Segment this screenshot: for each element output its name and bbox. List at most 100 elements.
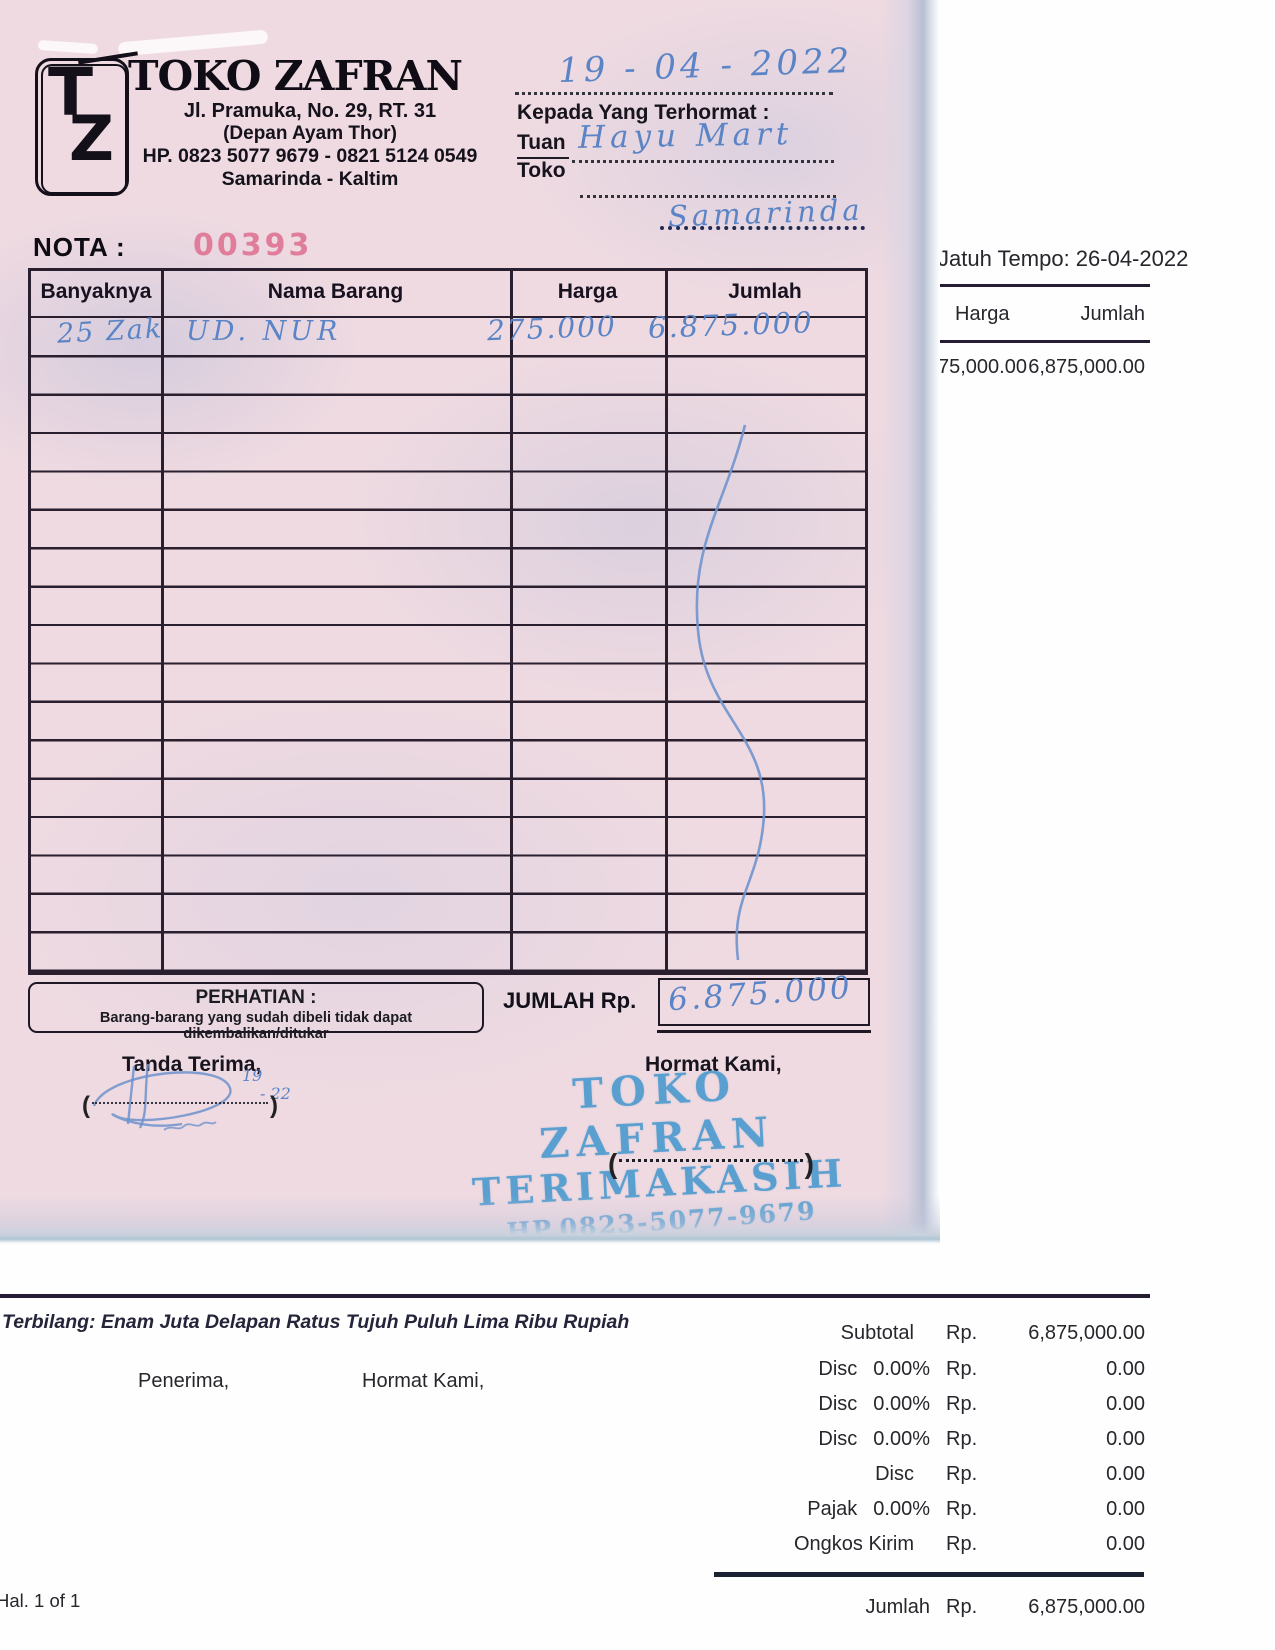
receipt-hormat-kami-label: Hormat Kami, (645, 1053, 782, 1076)
store-address-line: Samarinda - Kaltim (221, 168, 399, 190)
total-label: Disc (818, 1393, 858, 1415)
mini-jumlah-value: 6,875,000.00 (1028, 356, 1145, 378)
mini-jumlah-header: Jumlah (1080, 303, 1145, 325)
totals-row-disc4: Disc Rp. 0.00 (690, 1463, 1145, 1487)
stamp-signature-line: ( ) (608, 1148, 814, 1180)
handwritten-qty: 25 Zak (56, 313, 164, 350)
receipt-bottom-edge (0, 1195, 940, 1245)
total-rp: Rp. (946, 1463, 978, 1485)
tanda-terima-label: Tanda Terima, (122, 1053, 262, 1076)
perhatian-text: Barang-barang yang sudah dibeli tidak da… (99, 1010, 413, 1042)
total-rp: Rp. (946, 1358, 978, 1380)
logo-letter-t: T (48, 54, 94, 131)
items-table-header: Banyaknya Nama Barang Harga Jumlah (31, 271, 865, 318)
total-amount: 0.00 (1106, 1498, 1145, 1520)
col-header-harga: Harga (557, 280, 618, 303)
pen-squiggle-mark (695, 424, 766, 961)
total-amount: 0.00 (1106, 1358, 1145, 1380)
dotted-line (572, 146, 834, 163)
dotted-line (515, 78, 833, 95)
total-rp: Rp. (946, 1533, 978, 1555)
totals-row-pajak: Pajak 0.00% Rp. 0.00 (690, 1498, 1145, 1522)
totals-row-ongkos-kirim: Ongkos Kirim Rp. 0.00 (690, 1533, 1145, 1557)
sig-note-year: - 22 (260, 1084, 291, 1103)
mini-harga-header: Harga (955, 303, 1010, 325)
handwritten-item: UD. NUR (186, 316, 342, 347)
total-rp: Rp. (946, 1322, 978, 1344)
handwritten-price: 275.000 (486, 309, 618, 348)
total-box (657, 978, 871, 1033)
grand-total-amount: 6,875,000.00 (1028, 1596, 1145, 1618)
paren-open: ( (608, 1148, 618, 1179)
signature-line: ( ) (82, 1092, 278, 1120)
col-header-jumlah: Jumlah (728, 280, 802, 303)
total-amount: 0.00 (1106, 1533, 1145, 1555)
items-table-grid (31, 318, 865, 972)
dotted-line (580, 181, 836, 198)
mini-harga-value: 75,000.00 (938, 356, 1027, 378)
store-address-line: Jl. Pramuka, No. 29, RT. 31 (183, 100, 437, 122)
dotted-line (660, 212, 865, 230)
total-label: Pajak (807, 1498, 858, 1520)
store-address-line: (Depan Ayam Thor) (223, 123, 397, 144)
store-address-line: HP. 0823 5077 9679 - 0821 5124 0549 (142, 145, 478, 167)
summary-top-rule (0, 1294, 1150, 1298)
grand-total-row: Jumlah Rp. 6,875,000.00 (690, 1596, 1145, 1620)
col-header-banyaknya: Banyaknya (40, 280, 152, 303)
penerima-label: Penerima, (138, 1370, 230, 1392)
receipt-right-edge (880, 0, 940, 1245)
store-name: TOKO ZAFRAN (128, 52, 463, 100)
perhatian-title: PERHATIAN : (195, 987, 317, 1008)
grand-total-rp: Rp. (946, 1596, 978, 1618)
logo-letter-z: Z (69, 102, 114, 175)
total-pct: 0.00% (873, 1358, 930, 1380)
total-rp: Rp. (946, 1393, 978, 1415)
total-pct: 0.00% (873, 1393, 930, 1415)
nota-label: NOTA : (33, 232, 126, 262)
page-number: Hal. 1 of 1 (0, 1590, 81, 1611)
total-amount: 0.00 (1106, 1463, 1145, 1485)
mini-table-rule-top (922, 284, 1150, 287)
perhatian-box: PERHATIAN : Barang-barang yang sudah dib… (28, 982, 484, 1042)
due-date: Jatuh Tempo: 26-04-2022 (938, 246, 1189, 271)
totals-row-disc1: Disc 0.00% Rp. 0.00 (690, 1358, 1145, 1382)
total-pct: 0.00% (873, 1428, 930, 1450)
column-divider (161, 271, 164, 972)
grand-total-label: Jumlah (865, 1596, 930, 1618)
items-table: Banyaknya Nama Barang Harga Jumlah (28, 268, 868, 975)
total-rp: Rp. (946, 1428, 978, 1450)
total-amount: 0.00 (1106, 1428, 1145, 1450)
recipient-greeting: Kepada Yang Terhormat : (517, 101, 770, 124)
total-label: Ongkos Kirim (793, 1533, 914, 1555)
signature-scribble (92, 1063, 232, 1131)
handwritten-amount: 6.875.000 (647, 305, 815, 345)
paren-close: ) (804, 1148, 814, 1179)
column-divider (665, 271, 668, 972)
total-amount: 0.00 (1106, 1393, 1145, 1415)
totals-divider (714, 1572, 1144, 1577)
store-logo-frame: T Z (41, 54, 127, 194)
paren-close: ) (270, 1092, 278, 1119)
toko-label: Toko (517, 159, 566, 182)
col-header-nama-barang: Nama Barang (267, 280, 404, 303)
nota-number: 00393 (193, 228, 313, 263)
column-divider (510, 271, 513, 972)
dotted-line (92, 1102, 268, 1104)
total-label: Disc (818, 1428, 858, 1450)
mini-table-rule-bottom (922, 340, 1150, 343)
dotted-line (619, 1159, 803, 1162)
jumlah-rp-label: JUMLAH Rp. (503, 988, 637, 1013)
total-rp: Rp. (946, 1498, 978, 1520)
totals-row-disc2: Disc 0.00% Rp. 0.00 (690, 1393, 1145, 1417)
terbilang-text: Terbilang: Enam Juta Delapan Ratus Tujuh… (2, 1311, 630, 1333)
tuan-label: Tuan (517, 131, 569, 159)
sig-note-day: 19 (242, 1066, 263, 1085)
total-label: Disc (818, 1358, 858, 1380)
total-label: Subtotal (840, 1322, 914, 1344)
store-logo: T Z (35, 54, 129, 196)
paren-open: ( (82, 1092, 90, 1119)
receipt: T Z TOKO ZAFRAN Jl. Pramuka, No. 29, RT.… (0, 0, 940, 1247)
total-label: Disc (875, 1463, 914, 1485)
total-pct: 0.00% (873, 1498, 930, 1520)
